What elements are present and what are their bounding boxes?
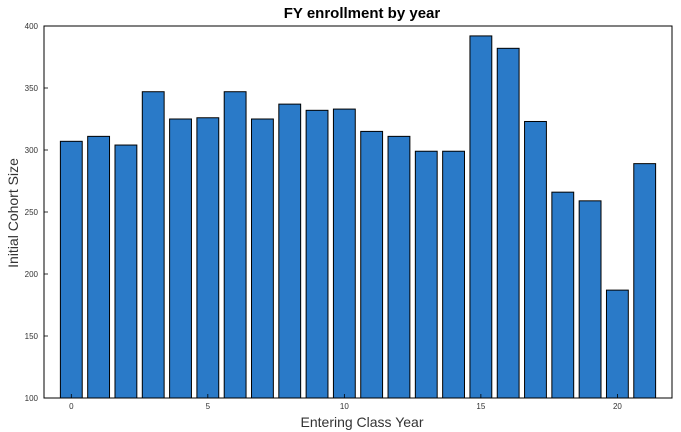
x-tick-label-5: 5 xyxy=(206,402,211,411)
bar-9 xyxy=(305,109,329,399)
bar-16 xyxy=(496,47,520,399)
bar-18 xyxy=(551,191,575,399)
y-axis-label: Initial Cohort Size xyxy=(5,158,21,268)
bar-14 xyxy=(442,150,465,399)
bar-8 xyxy=(278,103,302,399)
y-tick-label-150: 150 xyxy=(25,332,39,341)
bar-10 xyxy=(332,108,356,399)
bar-4 xyxy=(169,118,192,399)
bar-2 xyxy=(114,144,138,399)
bar-7 xyxy=(251,118,274,399)
bar-6 xyxy=(223,91,247,399)
x-tick-label-10: 10 xyxy=(340,402,349,411)
x-tick-label-20: 20 xyxy=(613,402,622,411)
y-tick-label-400: 400 xyxy=(25,22,39,31)
x-axis: 0 5 10 15 20 xyxy=(69,394,622,411)
plot-frame xyxy=(43,25,673,399)
bar-0 xyxy=(59,140,83,399)
y-axis: 100 150 200 250 300 350 400 xyxy=(25,22,48,403)
bar-21 xyxy=(633,163,657,399)
y-tick-label-200: 200 xyxy=(25,270,39,279)
bar-12 xyxy=(387,135,411,399)
bar-1 xyxy=(87,135,111,399)
bars-group xyxy=(59,35,657,399)
x-tick-label-0: 0 xyxy=(69,402,74,411)
y-tick-label-250: 250 xyxy=(25,208,39,217)
x-axis-label: Entering Class Year xyxy=(301,414,424,430)
bar-15 xyxy=(469,35,493,399)
bar-3 xyxy=(141,91,165,399)
y-tick-label-100: 100 xyxy=(25,394,39,403)
bar-5 xyxy=(196,117,220,399)
bar-20 xyxy=(605,289,629,399)
bar-11 xyxy=(360,130,384,399)
chart-title: FY enrollment by year xyxy=(284,5,441,22)
bar-13 xyxy=(414,150,438,399)
y-tick-label-350: 350 xyxy=(25,84,39,93)
y-tick-label-300: 300 xyxy=(25,146,39,155)
bar-19 xyxy=(578,200,602,399)
bar-17 xyxy=(524,120,547,399)
x-tick-label-15: 15 xyxy=(476,402,485,411)
